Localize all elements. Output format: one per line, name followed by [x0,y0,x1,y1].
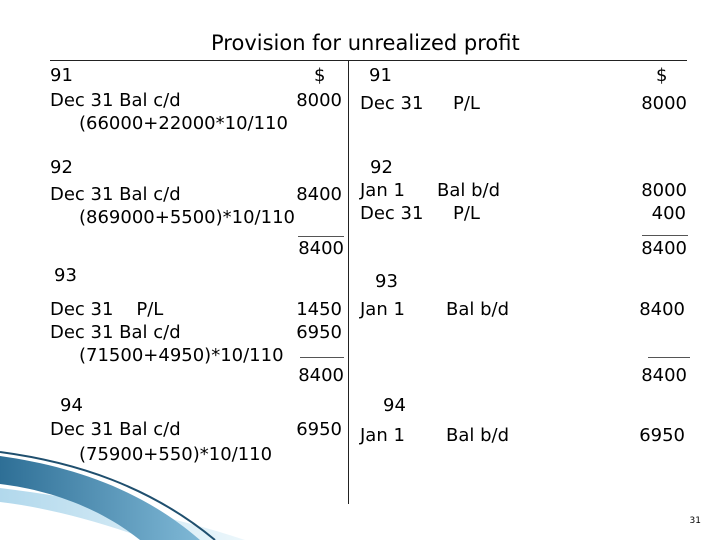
right-92-amount-1: 8000 [641,180,687,201]
right-currency-header: $ [656,65,668,86]
left-93-total-rule [300,357,344,358]
left-93-entry-label-1: Dec 31 P/L [50,299,164,320]
left-92-entry-label: Dec 31 Bal c/d [50,184,181,205]
right-year-91: 91 [369,65,392,86]
t-account-center-rule [348,60,349,504]
left-currency-header: $ [314,65,326,86]
left-year-92: 92 [50,157,73,178]
left-94-calculation: (75900+550)*10/110 [79,444,273,465]
ribbon-dark-band [0,456,200,540]
ribbon-edge [0,451,216,540]
left-year-93: 93 [54,265,77,286]
left-92-total: 8400 [298,238,344,259]
right-92-amount-2: 400 [651,203,686,224]
right-92-total-rule [642,235,688,236]
right-year-92: 92 [370,157,393,178]
right-91-date: Dec 31 [360,93,424,114]
left-92-entry-amount: 8400 [296,184,342,205]
right-91-amount: 8000 [641,93,687,114]
right-year-94: 94 [383,395,406,416]
right-92-total: 8400 [641,238,687,259]
page-number: 31 [689,516,701,526]
t-account-top-rule [50,60,687,61]
right-91-description: P/L [453,93,480,114]
left-92-calculation: (869000+5500)*10/110 [79,207,295,228]
left-year-94: 94 [60,395,83,416]
left-93-entry-amount-1: 1450 [296,299,342,320]
left-94-entry-label: Dec 31 Bal c/d [50,419,181,440]
right-93-total-rule [648,357,690,358]
right-93-description: Bal b/d [446,299,510,320]
right-92-description-2: P/L [453,203,480,224]
left-91-calculation: (66000+22000*10/110 [79,113,288,134]
right-year-93: 93 [375,271,398,292]
left-year-91: 91 [50,65,73,86]
right-93-total: 8400 [641,365,687,386]
right-94-description: Bal b/d [446,425,510,446]
right-92-description-1: Bal b/d [437,180,501,201]
right-92-date-2: Dec 31 [360,203,424,224]
left-93-entry-label-2: Dec 31 Bal c/d [50,322,181,343]
right-94-date: Jan 1 [360,425,405,446]
left-91-entry-amount: 8000 [296,90,342,111]
right-93-amount: 8400 [639,299,685,320]
left-93-total: 8400 [298,365,344,386]
left-91-entry-label: Dec 31 Bal c/d [50,90,181,111]
slide-ribbon-decoration [0,451,245,540]
left-93-entry-amount-2: 6950 [296,322,342,343]
right-94-amount: 6950 [639,425,685,446]
left-93-calculation: (71500+4950)*10/110 [79,345,284,366]
left-92-total-rule [298,236,344,237]
right-93-date: Jan 1 [360,299,405,320]
page-title: Provision for unrealized profit [211,31,520,55]
left-94-entry-amount: 6950 [296,419,342,440]
right-92-date-1: Jan 1 [360,180,405,201]
